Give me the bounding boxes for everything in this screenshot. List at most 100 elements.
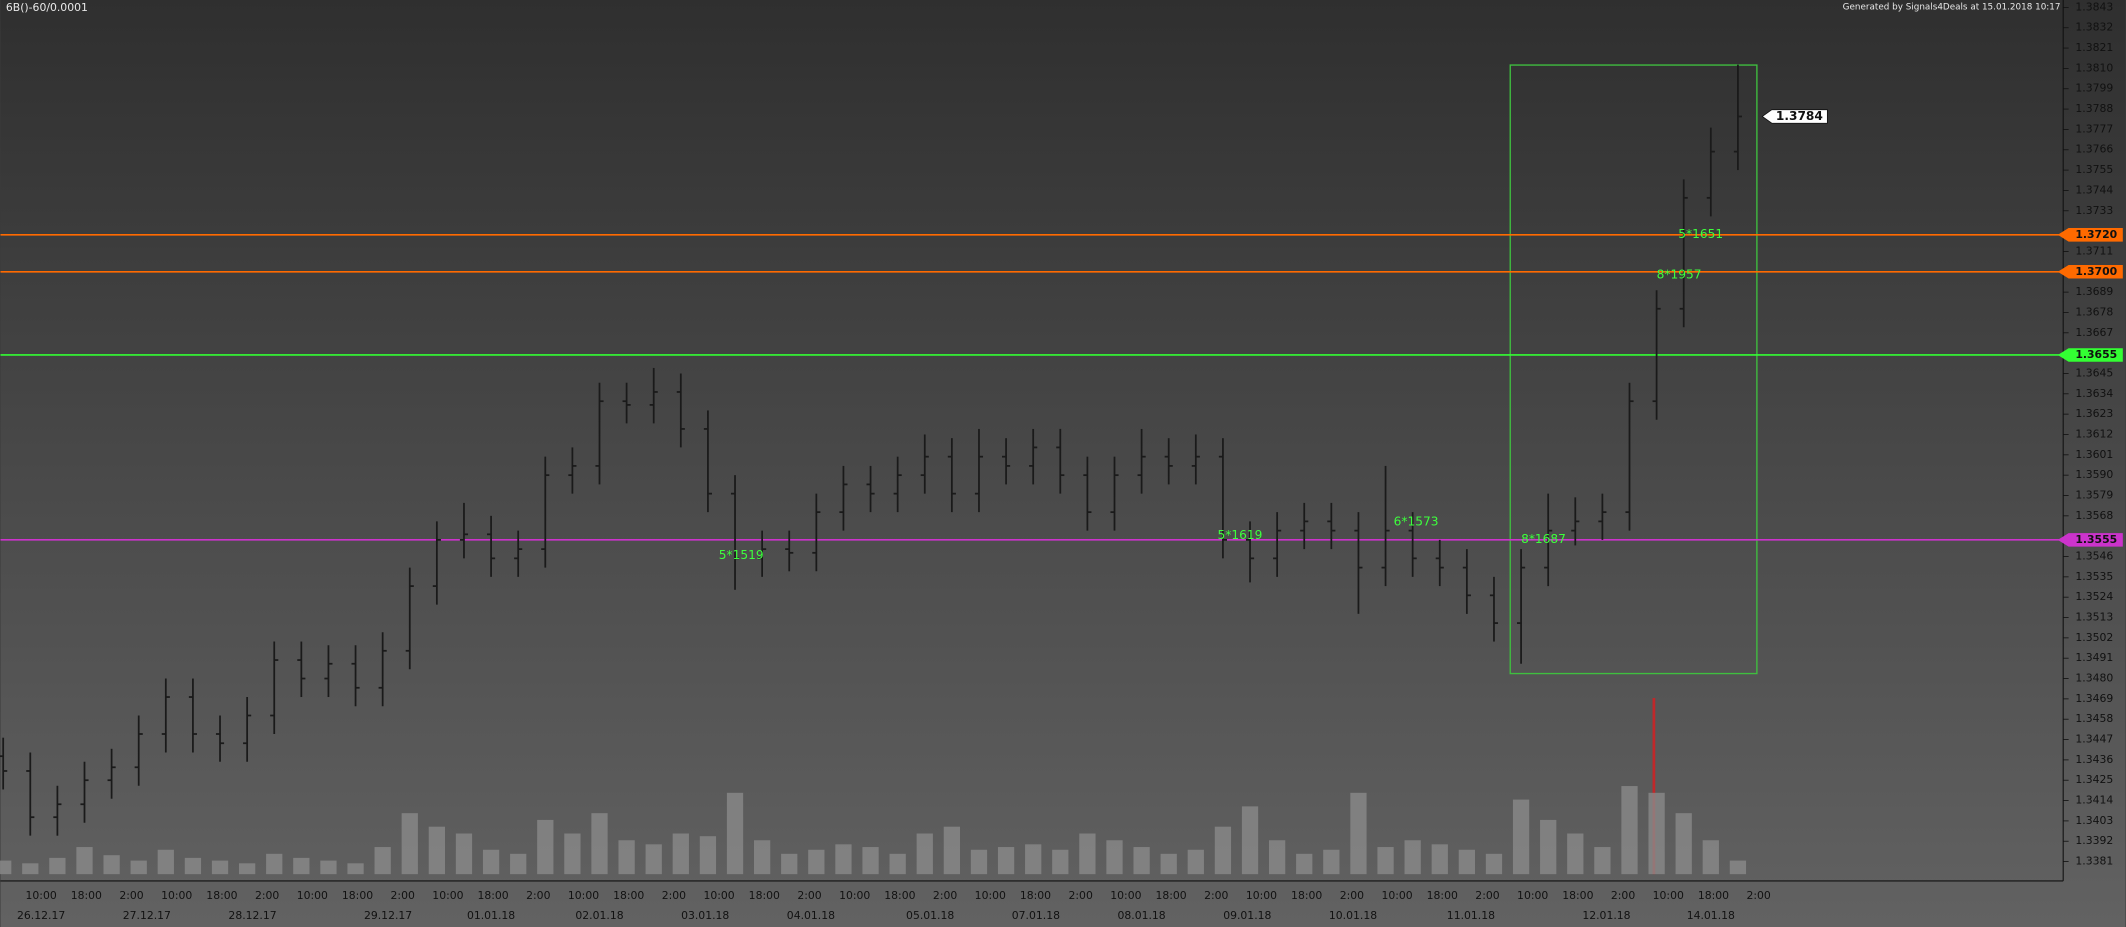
volume-bar xyxy=(428,826,445,875)
date-label: 27.12.17 xyxy=(123,909,171,922)
annotation: 5*1651 xyxy=(1678,227,1723,241)
y-tick-label: 1.3678 xyxy=(2075,305,2113,318)
x-tick-label: 2:00 xyxy=(119,889,143,902)
y-tick-label: 1.3535 xyxy=(2075,570,2113,583)
y-tick-label: 1.3491 xyxy=(2075,651,2113,664)
volume-bar xyxy=(103,855,120,875)
volume-bar xyxy=(1241,806,1259,875)
volume-bar xyxy=(1540,819,1557,875)
x-tick-label: 10:00 xyxy=(161,889,192,902)
y-tick-label: 1.3788 xyxy=(2075,102,2113,115)
annotation: 8*1687 xyxy=(1521,532,1566,546)
x-tick-label: 2:00 xyxy=(391,889,415,902)
y-tick-label: 1.3733 xyxy=(2075,204,2113,217)
volume-bar xyxy=(889,853,906,875)
volume-bar xyxy=(537,819,554,875)
volume-bar xyxy=(808,849,825,875)
volume-bar xyxy=(1431,844,1448,875)
y-tick-label: 1.3843 xyxy=(2075,0,2113,13)
x-tick-label: 18:00 xyxy=(478,889,509,902)
y-tick-label: 1.3458 xyxy=(2075,712,2113,725)
y-tick-label: 1.3425 xyxy=(2075,773,2113,786)
x-tick-label: 10:00 xyxy=(568,889,599,902)
volume-bar xyxy=(0,860,12,875)
x-tick-label: 18:00 xyxy=(71,889,102,902)
volume-bar xyxy=(997,847,1015,875)
volume-bar xyxy=(374,847,391,875)
volume-bar xyxy=(943,826,960,875)
x-tick-label: 2:00 xyxy=(797,889,821,902)
y-tick-label: 1.3579 xyxy=(2075,488,2113,501)
x-tick-label: 2:00 xyxy=(1069,889,1093,902)
volume-bar xyxy=(1106,840,1123,875)
x-tick-label: 10:00 xyxy=(432,889,463,902)
volume-bar xyxy=(916,833,933,875)
x-tick-label: 18:00 xyxy=(749,889,780,902)
date-label: 12.01.18 xyxy=(1582,909,1630,922)
volume-bar xyxy=(1702,840,1719,875)
volume-bar xyxy=(645,844,662,875)
y-tick-label: 1.3667 xyxy=(2075,326,2113,339)
volume-bar xyxy=(239,863,256,875)
volume-bar xyxy=(1025,844,1042,875)
x-tick-label: 10:00 xyxy=(1381,889,1412,902)
volume-bar xyxy=(862,847,879,875)
volume-bar xyxy=(482,849,500,875)
volume-bar xyxy=(1160,853,1177,875)
x-tick-label: 10:00 xyxy=(1246,889,1277,902)
volume-bar xyxy=(1187,849,1204,875)
y-tick-label: 1.3810 xyxy=(2075,61,2113,74)
volume-bar xyxy=(1729,860,1747,875)
date-label: 01.01.18 xyxy=(467,909,515,922)
volume-bar xyxy=(618,840,635,875)
volume-bar xyxy=(1458,849,1475,875)
y-tick-label: 1.3623 xyxy=(2075,407,2113,420)
x-tick-label: 2:00 xyxy=(1204,889,1228,902)
date-label: 02.01.18 xyxy=(575,909,623,922)
volume-bar xyxy=(510,853,527,875)
y-tick-label: 1.3590 xyxy=(2075,468,2113,481)
x-tick-label: 18:00 xyxy=(1020,889,1051,902)
x-tick-label: 2:00 xyxy=(255,889,279,902)
x-tick-label: 18:00 xyxy=(1562,889,1593,902)
volume-bar xyxy=(726,792,744,875)
y-tick-label: 1.3711 xyxy=(2075,244,2113,257)
volume-bar xyxy=(1079,833,1096,875)
x-tick-label: 18:00 xyxy=(613,889,644,902)
date-label: 26.12.17 xyxy=(17,909,65,922)
annotation: 5*1519 xyxy=(719,548,764,562)
date-label: 10.01.18 xyxy=(1329,909,1377,922)
volume-bar xyxy=(835,844,852,875)
date-label: 07.01.18 xyxy=(1012,909,1060,922)
x-tick-label: 2:00 xyxy=(1746,889,1770,902)
volume-bar xyxy=(564,833,581,875)
annotation: 6*1573 xyxy=(1394,514,1439,528)
volume-bar xyxy=(130,860,147,875)
volume-bar xyxy=(672,833,689,875)
x-tick-label: 2:00 xyxy=(1611,889,1635,902)
date-label: 14.01.18 xyxy=(1687,909,1735,922)
y-tick-label: 1.3689 xyxy=(2075,285,2113,298)
price-level-tag xyxy=(2057,348,2123,362)
volume-bar xyxy=(211,860,229,875)
last-price-label: 1.3784 xyxy=(1776,109,1823,123)
volume-bar xyxy=(1350,792,1367,875)
y-tick-label: 1.3447 xyxy=(2075,733,2113,746)
y-tick-label: 1.3502 xyxy=(2075,631,2113,644)
date-label: 11.01.18 xyxy=(1447,909,1495,922)
date-label: 05.01.18 xyxy=(906,909,954,922)
volume-bar xyxy=(455,833,473,875)
date-label: 29.12.17 xyxy=(364,909,412,922)
volume-bar xyxy=(1512,799,1530,875)
y-tick-label: 1.3392 xyxy=(2075,834,2113,847)
x-tick-label: 2:00 xyxy=(662,889,686,902)
y-tick-label: 1.3777 xyxy=(2075,122,2113,135)
volume-bar xyxy=(1296,853,1313,875)
x-tick-label: 10:00 xyxy=(1110,889,1141,902)
x-tick-label: 10:00 xyxy=(1653,889,1684,902)
volume-bar xyxy=(1323,849,1340,875)
date-label: 28.12.17 xyxy=(228,909,276,922)
y-tick-label: 1.3755 xyxy=(2075,163,2113,176)
